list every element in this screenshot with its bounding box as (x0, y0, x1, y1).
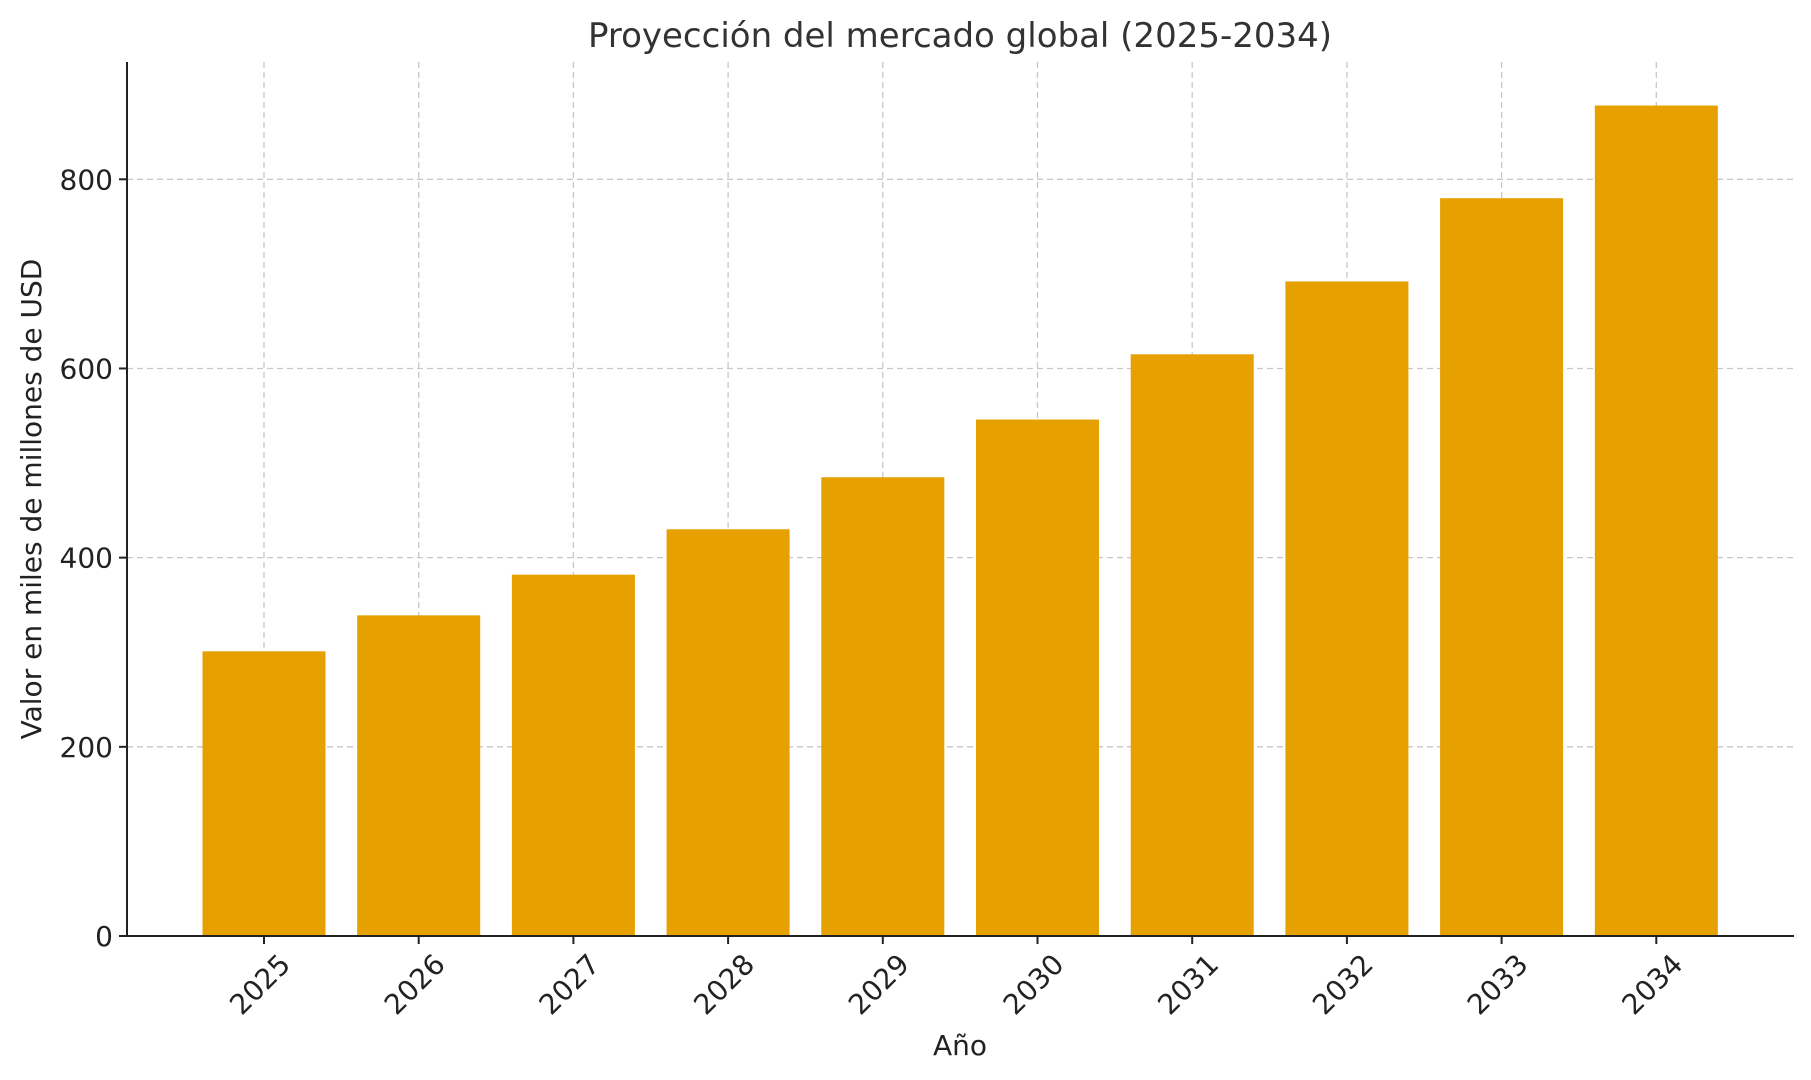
bar-2032 (1285, 281, 1409, 936)
y-axis-label: Valor en miles de millones de USD (15, 259, 48, 740)
bar-2028 (666, 529, 790, 936)
x-axis-label: Año (933, 1029, 987, 1062)
x-tick-label-2028: 2028 (687, 948, 761, 1022)
y-tick-label: 600 (60, 352, 113, 385)
bars-layer (202, 105, 1718, 937)
bar-2026 (357, 615, 481, 936)
bar-2031 (1130, 354, 1254, 936)
bar-2027 (511, 574, 635, 936)
x-tick-label-2031: 2031 (1151, 948, 1225, 1022)
x-tick-label-2034: 2034 (1616, 948, 1690, 1022)
bar-2033 (1440, 198, 1564, 937)
y-tick-label: 800 (60, 163, 113, 196)
x-tick-label-2029: 2029 (842, 948, 916, 1022)
y-tick-label: 0 (95, 920, 113, 953)
chart-title: Proyección del mercado global (2025-2034… (588, 16, 1332, 56)
x-tick-label-2030: 2030 (997, 948, 1071, 1022)
x-tick-label-2027: 2027 (533, 948, 607, 1022)
bar-2025 (202, 651, 326, 936)
x-tick-label-2032: 2032 (1306, 948, 1380, 1022)
y-tick-label: 200 (60, 731, 113, 764)
bar-2029 (821, 477, 945, 936)
x-tick-label-2026: 2026 (378, 948, 452, 1022)
x-tick-label-2025: 2025 (223, 948, 297, 1022)
y-tick-label: 400 (60, 542, 113, 575)
bar-2034 (1594, 105, 1718, 937)
bar-2030 (976, 419, 1099, 937)
x-tick-label-2033: 2033 (1461, 948, 1535, 1022)
